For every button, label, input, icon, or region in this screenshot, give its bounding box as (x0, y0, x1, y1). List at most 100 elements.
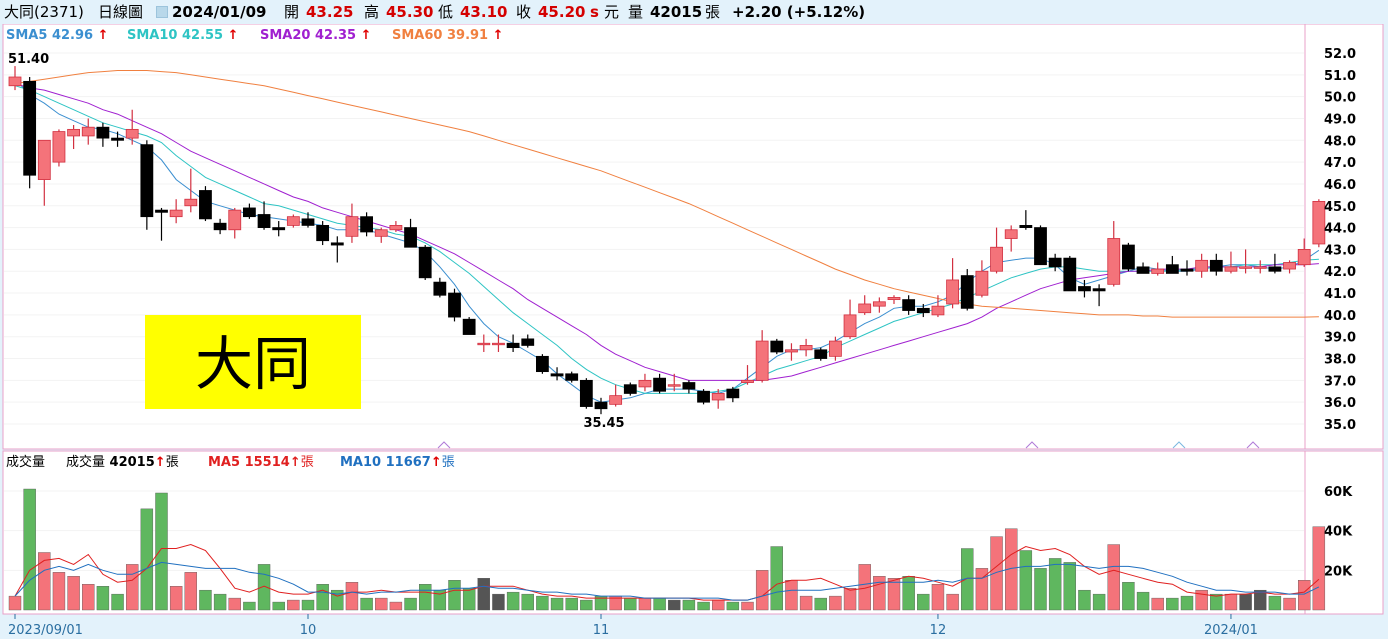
candle[interactable] (1122, 242, 1135, 272)
volume-bar[interactable] (506, 591, 520, 611)
candle[interactable] (711, 389, 725, 409)
candle[interactable] (638, 373, 652, 392)
candle[interactable] (1180, 260, 1194, 276)
volume-bar[interactable] (52, 572, 66, 611)
volume-bar[interactable] (873, 576, 886, 611)
candle[interactable] (623, 382, 637, 396)
volume-bar[interactable] (184, 572, 198, 611)
candle[interactable] (1004, 225, 1018, 252)
candle[interactable] (975, 260, 989, 298)
volume-bar[interactable] (799, 595, 813, 611)
candle[interactable] (272, 221, 286, 237)
candle[interactable] (52, 129, 66, 167)
candle[interactable] (96, 122, 110, 147)
candle[interactable] (741, 365, 754, 385)
volume-bar[interactable] (858, 564, 871, 611)
candle[interactable] (1165, 255, 1179, 274)
volume-bar[interactable] (785, 580, 798, 611)
volume-bar[interactable] (1268, 595, 1282, 611)
candle[interactable] (477, 334, 491, 352)
volume-bar[interactable] (580, 599, 593, 611)
volume-bar[interactable] (155, 492, 168, 611)
candle[interactable] (67, 125, 80, 150)
candle[interactable] (1224, 251, 1238, 274)
candle[interactable] (1034, 225, 1047, 266)
candle[interactable] (1283, 260, 1296, 274)
volume-bar[interactable] (536, 595, 549, 611)
candle[interactable] (301, 212, 315, 228)
candle[interactable] (462, 317, 476, 335)
candle[interactable] (667, 373, 681, 392)
volume-bar[interactable] (38, 552, 51, 611)
candle[interactable] (872, 297, 886, 313)
candle[interactable] (448, 288, 461, 322)
candle[interactable] (579, 378, 593, 409)
candle[interactable] (1063, 255, 1077, 292)
candle[interactable] (184, 168, 198, 213)
volume-bar[interactable] (726, 601, 740, 611)
volume-bar[interactable] (82, 584, 95, 611)
candle[interactable] (1209, 253, 1223, 276)
candle[interactable] (697, 389, 710, 405)
volume-bar[interactable] (448, 580, 461, 611)
volume-bar[interactable] (1283, 597, 1296, 611)
candle[interactable] (916, 303, 930, 318)
volume-bar[interactable] (1005, 528, 1018, 611)
volume-bar[interactable] (228, 597, 241, 611)
volume-bar[interactable] (814, 597, 827, 611)
volume-bar[interactable] (1224, 593, 1238, 611)
candle[interactable] (1048, 253, 1062, 272)
candle[interactable] (125, 109, 139, 145)
candle[interactable] (814, 347, 828, 361)
volume-bar[interactable] (917, 593, 930, 611)
volume-bar[interactable] (741, 601, 754, 611)
candle[interactable] (389, 221, 403, 232)
candle[interactable] (829, 336, 842, 361)
volume-bar[interactable] (1210, 593, 1223, 611)
volume-bar[interactable] (712, 599, 725, 611)
candle[interactable] (1312, 199, 1326, 248)
candle[interactable] (23, 77, 37, 189)
candle[interactable] (81, 118, 95, 145)
volume-bar[interactable] (462, 587, 476, 611)
volume-bar[interactable] (404, 597, 417, 611)
volume-bar[interactable] (829, 595, 842, 611)
volume-bar[interactable] (243, 601, 256, 611)
volume-bar[interactable] (125, 564, 139, 611)
volume-bar[interactable] (1180, 595, 1194, 611)
volume-bar[interactable] (67, 576, 80, 611)
candle[interactable] (726, 386, 740, 403)
volume-bar[interactable] (96, 586, 110, 611)
candle[interactable] (1195, 253, 1209, 278)
volume-panel[interactable] (2, 450, 1384, 615)
volume-bar[interactable] (111, 593, 124, 611)
volume-bar[interactable] (550, 597, 564, 611)
volume-bar[interactable] (653, 597, 666, 611)
volume-bar[interactable] (1254, 589, 1267, 611)
candle[interactable] (286, 214, 300, 228)
candle[interactable] (770, 338, 784, 355)
candle[interactable] (418, 245, 432, 280)
volume-bar[interactable] (946, 593, 959, 611)
volume-bar[interactable] (755, 570, 769, 611)
volume-bar[interactable] (931, 584, 945, 611)
volume-bar[interactable] (1136, 591, 1150, 611)
candle[interactable] (799, 338, 813, 357)
candle[interactable] (990, 227, 1003, 274)
candle[interactable] (228, 207, 242, 239)
candle[interactable] (37, 139, 51, 206)
candle[interactable] (257, 201, 271, 230)
candle[interactable] (199, 186, 212, 222)
candle[interactable] (785, 343, 798, 361)
candle[interactable] (565, 371, 579, 383)
volume-bar[interactable] (521, 593, 534, 611)
volume-bar[interactable] (1151, 597, 1164, 611)
volume-bar[interactable] (492, 593, 505, 611)
volume-bar[interactable] (1122, 582, 1135, 611)
volume-bar[interactable] (477, 578, 490, 611)
volume-bar[interactable] (668, 599, 681, 611)
candle[interactable] (140, 140, 154, 230)
volume-bar[interactable] (1107, 544, 1120, 611)
volume-bar[interactable] (419, 584, 432, 611)
candle[interactable] (960, 269, 974, 311)
